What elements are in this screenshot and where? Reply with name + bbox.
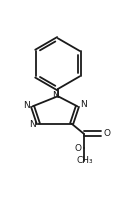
Text: O: O bbox=[75, 144, 82, 153]
Text: O: O bbox=[104, 129, 111, 138]
Text: N: N bbox=[23, 101, 30, 110]
Text: N: N bbox=[80, 100, 87, 109]
Text: N: N bbox=[29, 120, 36, 129]
Text: CH₃: CH₃ bbox=[76, 156, 93, 165]
Text: N: N bbox=[52, 91, 59, 100]
